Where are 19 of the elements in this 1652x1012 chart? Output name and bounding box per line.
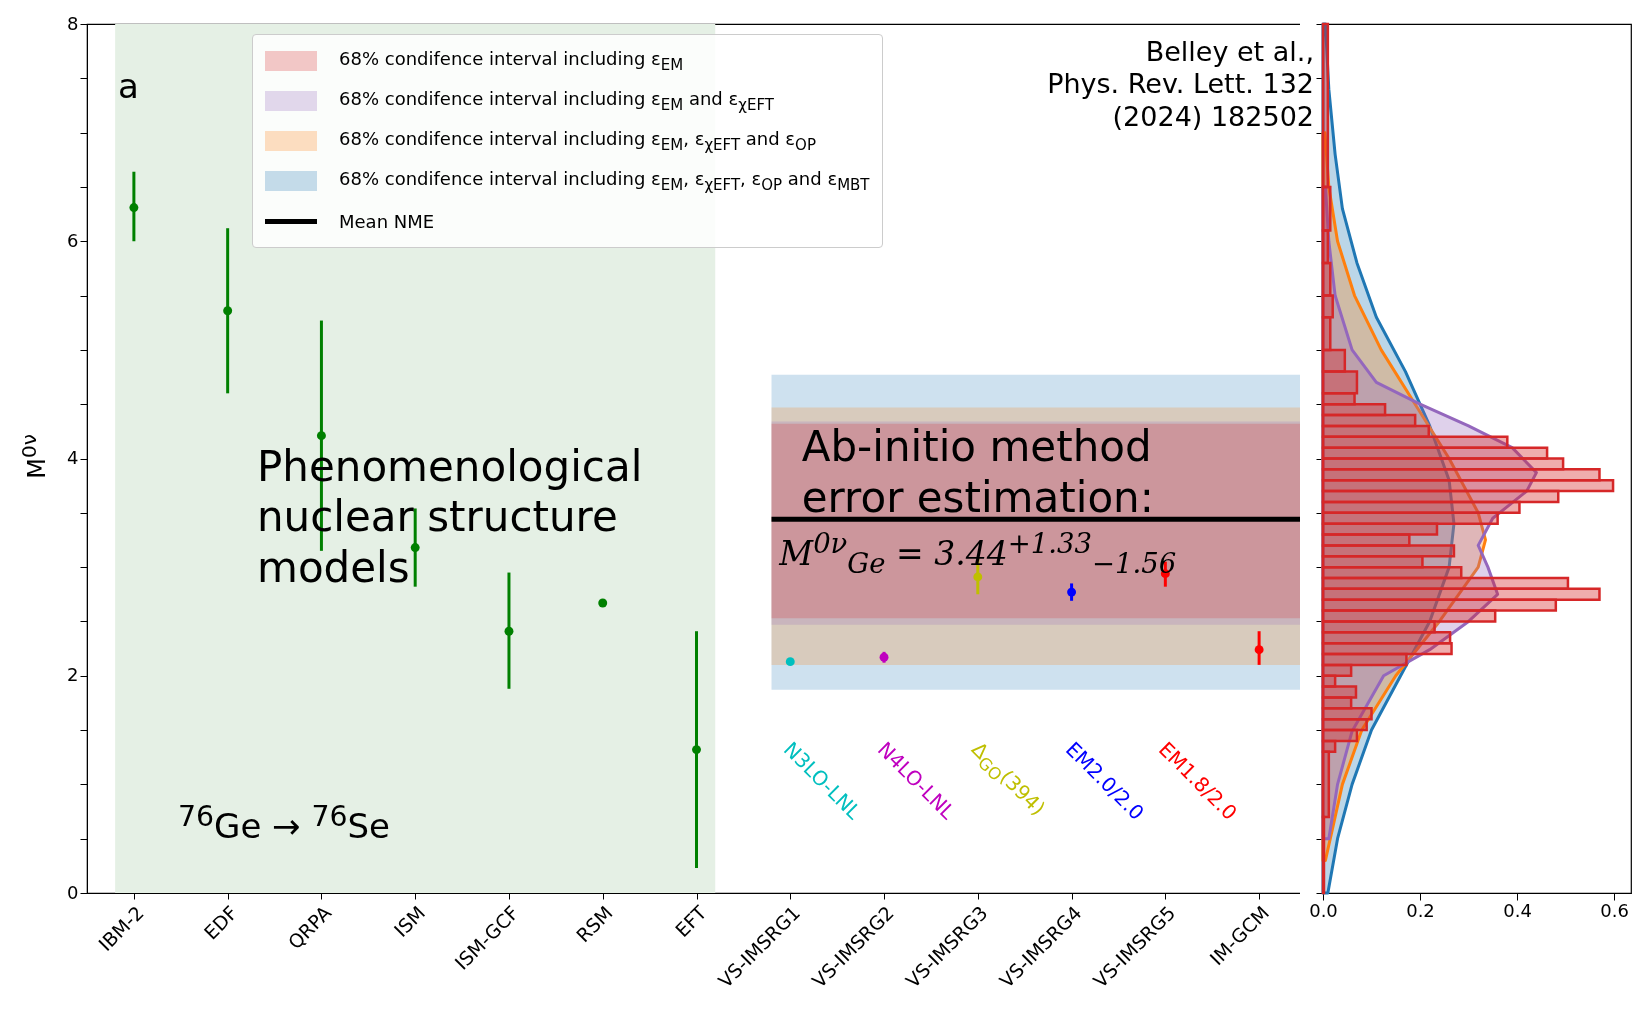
x-tick-label: 0.4	[1503, 899, 1532, 921]
legend-label: 68% condifence interval including ε$_{EM}$	[339, 48, 684, 74]
y-tick-label: 6	[67, 229, 79, 251]
legend-label: 68% condifence interval including ε$_{EM}$, ε$_{χEFT}$ and ε$_{OP}$	[339, 128, 816, 154]
x-tick-label: 0.2	[1406, 899, 1435, 921]
y-tick-label: 2	[67, 664, 79, 686]
x-tick-label: 0.0	[1309, 899, 1338, 921]
annotation: $^{76}$Ge → $^{76}$Se	[178, 800, 390, 848]
annotation: a	[118, 66, 139, 107]
annotation: Belley et al., Phys. Rev. Lett. 132 (2024) 182502	[1047, 36, 1314, 134]
annotation: Ab-initio method error estimation:	[801, 422, 1154, 524]
x-tick-label: ISM	[389, 901, 430, 942]
y-tick-label: 0	[67, 881, 79, 903]
legend-label: 68% condifence interval including ε$_{EM}$, ε$_{χEFT}$, ε$_{OP}$ and ε$_{MBT}$	[339, 168, 870, 194]
legend-label: Mean NME	[339, 210, 435, 232]
legend-label: 68% condifence interval including ε$_{EM}$ and ε$_{χEFT}$	[339, 88, 774, 114]
x-tick-label: 0.6	[1600, 899, 1629, 921]
y-tick-label: 8	[67, 12, 79, 34]
y-tick-label: 4	[67, 447, 79, 468]
